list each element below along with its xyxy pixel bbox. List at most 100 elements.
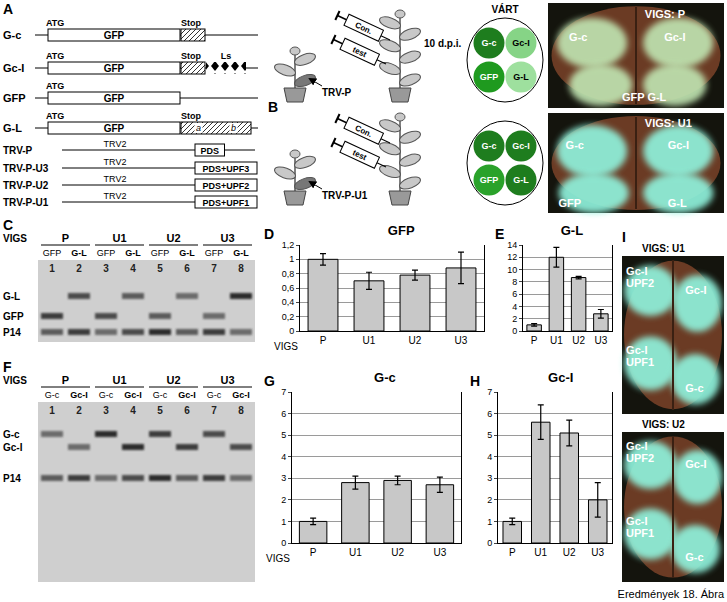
svg-text:Stop: Stop — [181, 18, 201, 28]
svg-text:PDS: PDS — [200, 146, 219, 156]
svg-text:6: 6 — [281, 409, 286, 419]
svg-text:Gc-I: Gc-I — [626, 265, 647, 277]
svg-text:P: P — [509, 547, 516, 558]
svg-text:U3: U3 — [220, 374, 234, 386]
svg-text:TRV2: TRV2 — [104, 191, 127, 201]
svg-text:2: 2 — [281, 495, 286, 505]
svg-text:C: C — [3, 217, 13, 233]
svg-text:G-c: G-c — [566, 139, 584, 151]
svg-text:GFP: GFP — [104, 93, 125, 104]
svg-text:G-c: G-c — [481, 141, 496, 151]
svg-text:GFP: GFP — [480, 72, 499, 82]
svg-text:P: P — [310, 547, 317, 558]
svg-text:test: test — [351, 148, 368, 162]
svg-text:a: a — [196, 123, 201, 133]
svg-text:G-L: G-L — [668, 197, 687, 209]
svg-text:UPF1: UPF1 — [626, 527, 654, 539]
svg-text:P: P — [531, 335, 538, 346]
svg-text:Gc-I: Gc-I — [626, 344, 647, 356]
svg-text:U3: U3 — [220, 232, 234, 244]
svg-text:VIGS: U1: VIGS: U1 — [642, 243, 685, 254]
svg-text:6: 6 — [184, 263, 190, 274]
svg-text:6: 6 — [487, 409, 492, 419]
svg-text:TRV-P: TRV-P — [3, 145, 33, 156]
svg-text:U2: U2 — [563, 547, 576, 558]
svg-text:Gc-I: Gc-I — [626, 515, 647, 527]
svg-text:2: 2 — [487, 495, 492, 505]
svg-text:ATG: ATG — [46, 81, 64, 91]
svg-text:VIGS: U1: VIGS: U1 — [645, 117, 692, 129]
svg-text:2: 2 — [512, 314, 517, 324]
svg-text:Stop: Stop — [181, 51, 201, 61]
svg-text:Gc-I: Gc-I — [512, 141, 530, 151]
svg-text:b: b — [231, 123, 236, 133]
svg-text:G-c: G-c — [207, 390, 222, 400]
svg-text:G-c: G-c — [45, 390, 60, 400]
svg-text:GFP: GFP — [104, 123, 125, 134]
svg-text:Gc-I: Gc-I — [178, 390, 196, 400]
svg-text:G-c: G-c — [569, 31, 587, 43]
svg-text:G-L: G-L — [561, 225, 583, 238]
svg-text:7: 7 — [211, 263, 217, 274]
svg-text:G-c: G-c — [685, 382, 703, 394]
svg-text:VIGS: VIGS — [3, 233, 27, 244]
svg-text:U2: U2 — [409, 335, 422, 346]
svg-text:3: 3 — [103, 263, 109, 274]
svg-text:GFP: GFP — [3, 311, 24, 322]
svg-text:GFP: GFP — [205, 248, 224, 258]
svg-text:TRV-P-U2: TRV-P-U2 — [3, 180, 49, 191]
svg-text:ATG: ATG — [46, 111, 64, 121]
svg-text:5: 5 — [281, 430, 286, 440]
svg-text:2: 2 — [76, 405, 82, 416]
svg-text:Gc-I: Gc-I — [548, 372, 573, 385]
svg-text:VIGS: P: VIGS: P — [645, 8, 685, 20]
svg-text:Gc-I: Gc-I — [3, 62, 24, 74]
svg-text:G-L: G-L — [125, 248, 141, 258]
svg-text:U3: U3 — [594, 335, 607, 346]
svg-text:U2: U2 — [391, 547, 404, 558]
svg-text:Gc-I: Gc-I — [626, 440, 647, 452]
svg-text:GFP: GFP — [151, 248, 170, 258]
svg-text:G-L: G-L — [71, 248, 87, 258]
svg-text:1: 1 — [289, 254, 294, 264]
svg-text:8: 8 — [238, 263, 244, 274]
svg-text:P: P — [320, 335, 327, 346]
svg-text:0,6: 0,6 — [282, 283, 295, 293]
svg-text:VIGS: U2: VIGS: U2 — [642, 419, 685, 430]
svg-text:Gc-I: Gc-I — [124, 390, 142, 400]
svg-text:test: test — [351, 45, 368, 59]
svg-text:G-L: G-L — [233, 248, 249, 258]
svg-text:VÁRT: VÁRT — [491, 3, 518, 15]
svg-text:TRV-P-U1: TRV-P-U1 — [322, 190, 368, 201]
svg-text:0: 0 — [281, 538, 286, 548]
svg-text:10 d.p.i.: 10 d.p.i. — [424, 38, 461, 49]
svg-text:H: H — [470, 373, 480, 389]
svg-text:8: 8 — [512, 277, 517, 287]
svg-text:6: 6 — [184, 405, 190, 416]
svg-text:0,4: 0,4 — [282, 297, 295, 307]
svg-text:UPF1: UPF1 — [626, 356, 654, 368]
svg-text:U1: U1 — [112, 232, 126, 244]
svg-text:UPF2: UPF2 — [626, 277, 654, 289]
svg-text:7: 7 — [487, 387, 492, 397]
svg-text:U2: U2 — [166, 232, 180, 244]
svg-text:1: 1 — [487, 517, 492, 527]
svg-text:Ls: Ls — [221, 51, 232, 61]
svg-text:8: 8 — [238, 405, 244, 416]
svg-text:Con.: Con. — [354, 123, 374, 139]
svg-text:4: 4 — [130, 405, 136, 416]
svg-text:G-L: G-L — [179, 248, 195, 258]
svg-text:14: 14 — [507, 240, 517, 250]
svg-text:12: 12 — [507, 252, 517, 262]
svg-text:GFP: GFP — [388, 225, 415, 238]
svg-text:G-L: G-L — [513, 175, 529, 185]
svg-text:0: 0 — [289, 326, 294, 336]
svg-text:G-L: G-L — [3, 291, 20, 302]
svg-text:5: 5 — [157, 263, 163, 274]
svg-text:4: 4 — [130, 263, 136, 274]
svg-text:VIGS: VIGS — [266, 553, 290, 564]
svg-text:Con.: Con. — [354, 20, 374, 36]
svg-text:GFP: GFP — [480, 175, 499, 185]
svg-text:1: 1 — [49, 405, 55, 416]
svg-text:GFP: GFP — [3, 92, 26, 104]
